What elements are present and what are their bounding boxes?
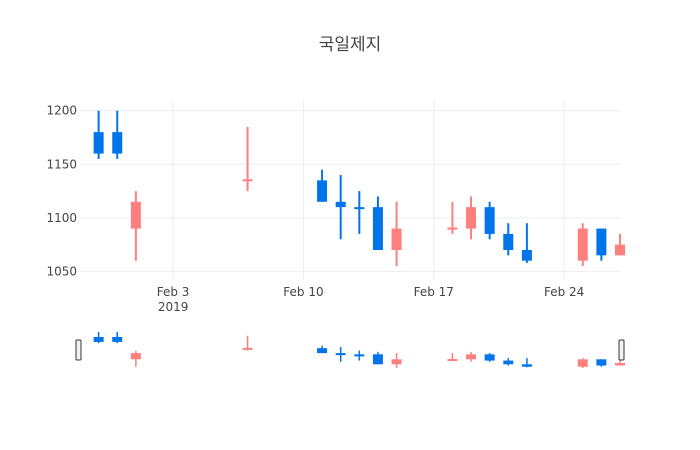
- slider-candle: [242, 335, 253, 351]
- slider-candle: [615, 360, 625, 366]
- slider-candle-body: [372, 354, 383, 365]
- candle-decreasing: [596, 228, 607, 261]
- candle-body: [521, 250, 532, 261]
- slider-candle: [391, 353, 402, 368]
- slider-candle-body: [503, 360, 514, 365]
- candle-body: [596, 228, 607, 256]
- slider-candle-body: [317, 348, 328, 354]
- candle-decreasing: [93, 110, 104, 159]
- slider-candle-body: [447, 359, 458, 362]
- slider-candle: [577, 358, 588, 368]
- slider-candle: [596, 359, 607, 367]
- candle-increasing: [615, 233, 625, 256]
- candle-body: [577, 228, 588, 261]
- y-tick-label: 1100: [46, 211, 77, 225]
- candle-increasing: [466, 196, 477, 240]
- slider-candle: [484, 353, 495, 362]
- candle-increasing: [391, 201, 402, 267]
- candle-body: [503, 233, 514, 250]
- candle-increasing: [447, 201, 458, 234]
- range-slider-left-handle[interactable]: [75, 339, 82, 361]
- candle-body: [372, 207, 383, 250]
- slider-candle-body: [130, 353, 141, 360]
- candle-body: [130, 201, 141, 229]
- range-slider[interactable]: [75, 332, 625, 368]
- slider-candle-body: [391, 359, 402, 365]
- candle-increasing: [577, 223, 588, 267]
- candle-increasing: [130, 191, 141, 261]
- candle-body: [615, 244, 625, 256]
- candle-layer: [93, 110, 625, 267]
- candle-decreasing: [372, 196, 383, 250]
- slider-candle-body: [112, 336, 123, 342]
- slider-candle: [466, 351, 477, 362]
- candle-decreasing: [484, 201, 495, 240]
- slider-candle-body: [484, 354, 495, 361]
- candle-decreasing: [335, 175, 346, 240]
- candle-body: [354, 207, 365, 210]
- slider-candle-body: [577, 359, 588, 367]
- slider-candle-body: [242, 347, 253, 350]
- candle-body: [317, 180, 328, 202]
- slider-candle-body: [615, 363, 625, 366]
- candle-decreasing: [317, 169, 328, 202]
- slider-candle: [93, 332, 104, 344]
- slider-candle-body: [335, 353, 346, 356]
- grid-layer: [80, 100, 620, 280]
- candle-body: [484, 207, 495, 234]
- candle-decreasing: [354, 191, 365, 234]
- candle-body: [335, 201, 346, 208]
- candle-body: [242, 179, 253, 182]
- candle-decreasing: [521, 223, 532, 263]
- slider-candle: [130, 350, 141, 367]
- slider-candle-body: [93, 336, 104, 342]
- candle-decreasing: [503, 223, 514, 256]
- slider-candle-body: [596, 359, 607, 366]
- slider-candle: [503, 358, 514, 366]
- candle-increasing: [242, 126, 253, 192]
- slider-candle: [372, 351, 383, 365]
- candle-body: [112, 132, 123, 154]
- chart-title: 국일제지: [319, 35, 382, 55]
- slider-candle: [335, 346, 346, 362]
- candle-body: [391, 228, 402, 250]
- x-tick-label: Feb 17: [414, 285, 454, 299]
- slider-candle: [354, 350, 365, 361]
- y-tick-label: 1150: [46, 157, 77, 171]
- x-tick-label: Feb 24: [544, 285, 584, 299]
- slider-candle: [521, 358, 532, 368]
- x-tick-label: Feb 10: [283, 285, 323, 299]
- y-tick-label: 1200: [46, 104, 77, 118]
- slider-candle: [447, 353, 458, 362]
- slider-candle-body: [354, 354, 365, 357]
- y-tick-label: 1050: [46, 264, 77, 278]
- slider-candle: [112, 332, 123, 344]
- candle-body: [93, 132, 104, 154]
- candle-decreasing: [112, 110, 123, 159]
- candle-body: [466, 207, 477, 229]
- x-tick-sublabel: 2019: [158, 300, 189, 314]
- range-slider-right-handle[interactable]: [618, 339, 625, 361]
- slider-candle-body: [521, 364, 532, 367]
- x-tick-label: Feb 3: [157, 285, 190, 299]
- slider-candle-body: [466, 354, 477, 360]
- candle-body: [447, 227, 458, 230]
- slider-candle: [317, 345, 328, 354]
